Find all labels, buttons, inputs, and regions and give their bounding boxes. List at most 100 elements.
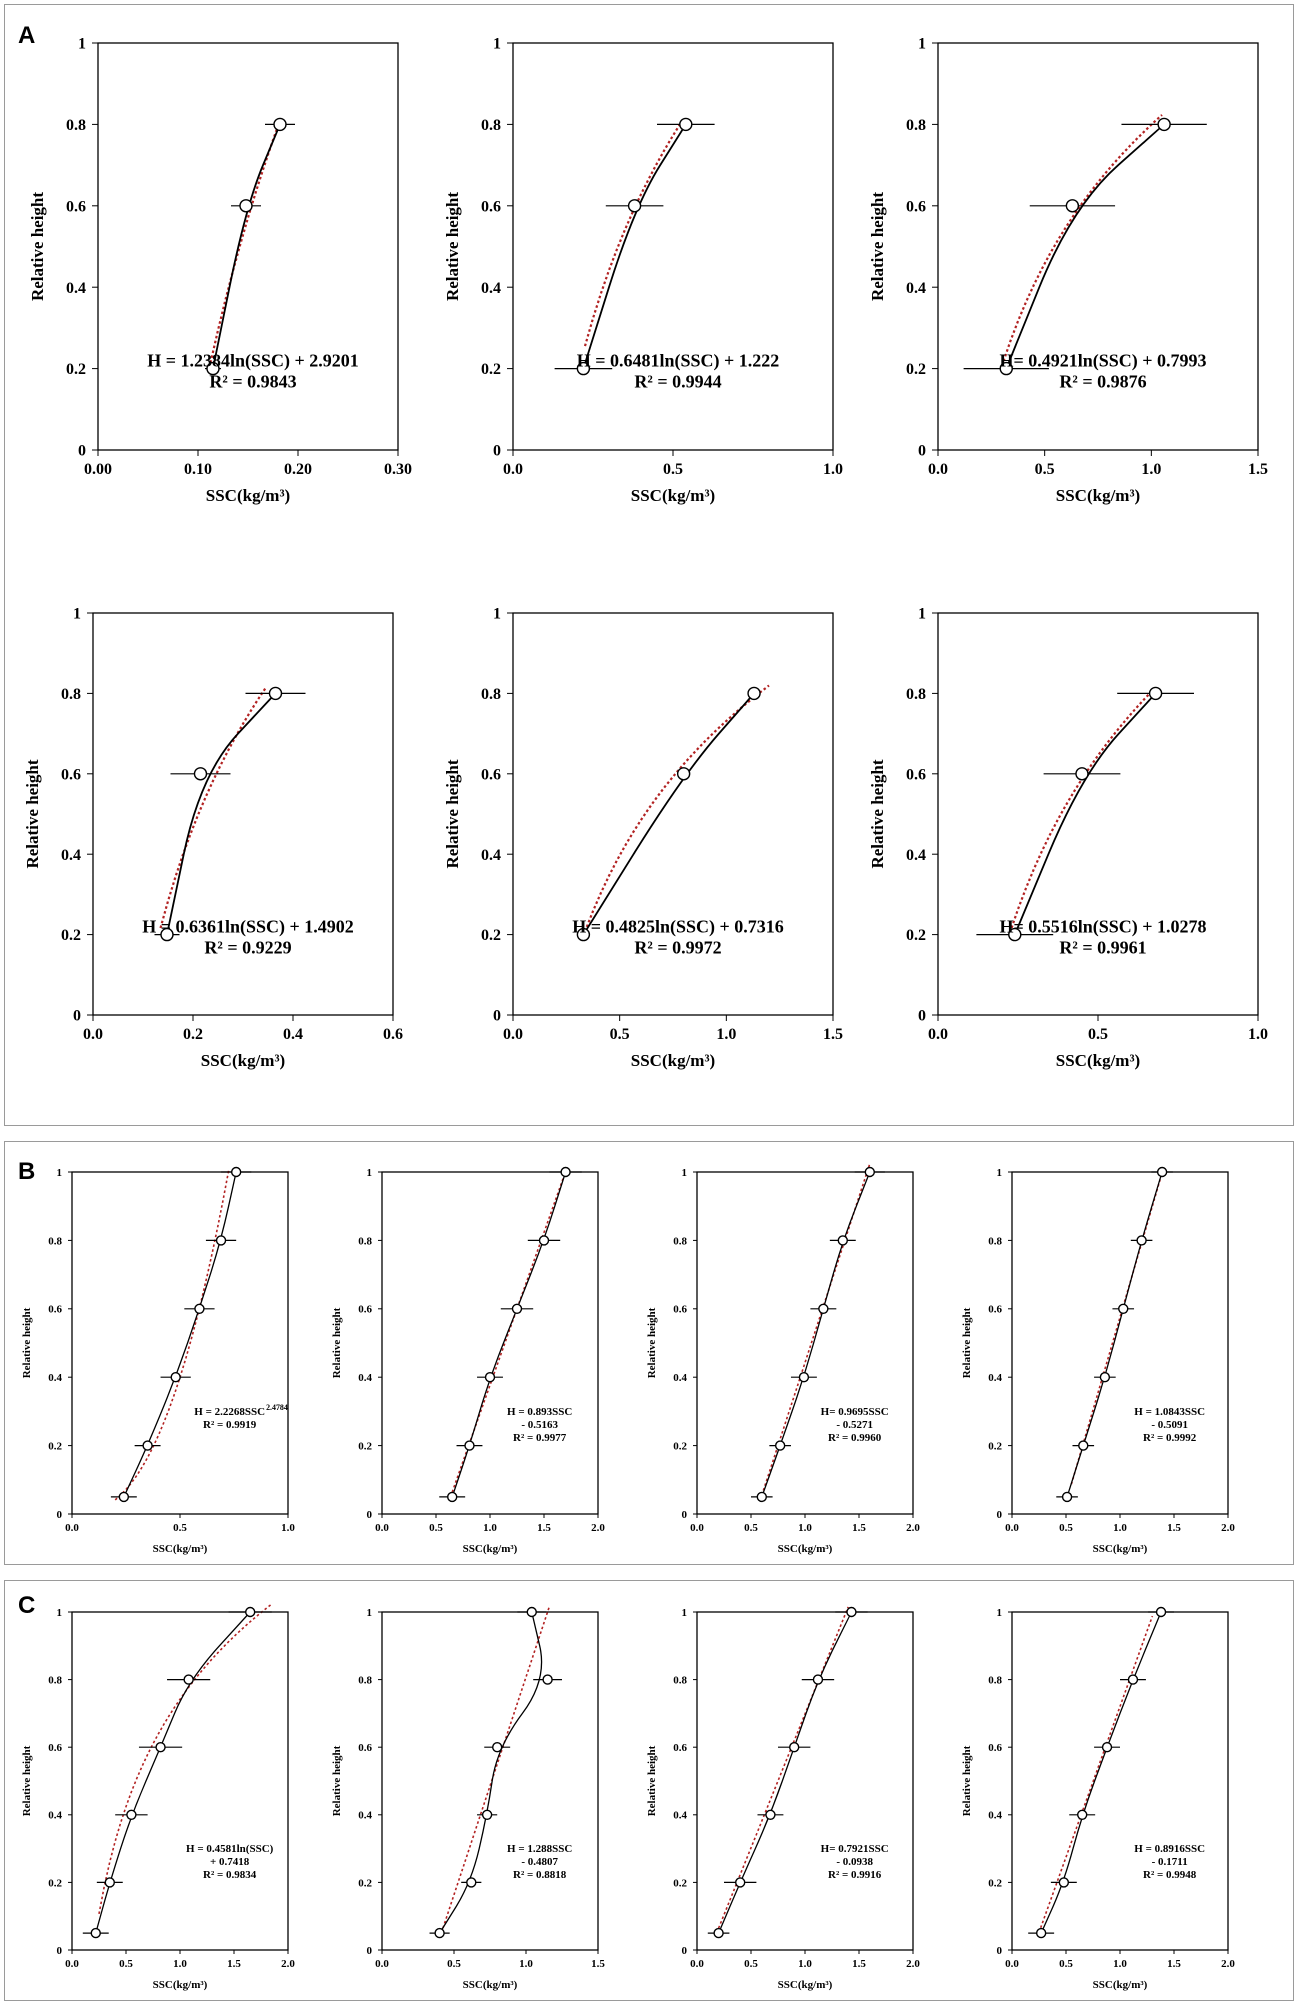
y-axis-label: Relative height — [961, 1745, 973, 1816]
y-tick-label: 0.8 — [906, 117, 926, 134]
chart-a3: 0.0 0.5 1.0 1.5 0 0.2 0.4 0.6 0.8 1 SSC(kg/m³) Rela… — [868, 36, 1268, 505]
y-tick-label: 0.6 — [48, 1304, 62, 1316]
r-squared-text: R² = 0.9834 — [203, 1869, 257, 1881]
r-squared-text: R² = 0.9948 — [1143, 1869, 1197, 1881]
chart-b4: 0.0 0.5 1.0 1.5 2.0 0 0.2 0.4 0.6 0.8 1 SSC(kg/m³) R… — [961, 1166, 1235, 1555]
data-point — [774, 1440, 786, 1451]
data-point — [1148, 686, 1163, 701]
x-axis-label: SSC(kg/m³) — [1056, 486, 1140, 505]
equation-exponent: 2.4784 — [266, 1403, 288, 1412]
data-point — [1035, 1927, 1047, 1939]
x-tick-label: 0.20 — [284, 461, 312, 478]
data-point — [481, 1809, 493, 1821]
x-tick-label: 0.0 — [503, 461, 523, 478]
data-point — [818, 1303, 829, 1315]
y-tick-label: 0.2 — [48, 1440, 62, 1452]
equation-text: H = 0.8916SSC — [1134, 1843, 1205, 1855]
data-point — [155, 1741, 166, 1753]
data-point — [1061, 1491, 1073, 1503]
profile-line — [1066, 1171, 1163, 1498]
x-tick-label: 0.5 — [610, 1026, 630, 1043]
data-point — [1078, 1440, 1089, 1451]
y-tick-label: 0.4 — [481, 280, 501, 297]
x-axis-label: SSC(kg/m³) — [1056, 1051, 1140, 1070]
data-point — [126, 1809, 137, 1821]
y-tick-label: 0 — [997, 1945, 1003, 1957]
x-tick-label: 1.0 — [1113, 1958, 1127, 1970]
data-point — [864, 1166, 876, 1178]
y-tick-label: 0.6 — [988, 1742, 1002, 1754]
x-tick-label: 1.5 — [852, 1522, 866, 1534]
y-tick-label: 0.2 — [66, 361, 86, 378]
data-point — [747, 686, 761, 701]
y-tick-label: 0.6 — [358, 1742, 372, 1754]
data-point — [538, 1235, 550, 1246]
y-tick-label: 0.4 — [481, 847, 501, 864]
data-point — [798, 1371, 810, 1383]
x-tick-label: 0.5 — [1035, 461, 1055, 478]
plot-area — [1011, 1611, 1229, 1951]
x-tick-label: 1.5 — [537, 1522, 551, 1534]
y-tick-label: 0.4 — [358, 1372, 372, 1384]
y-tick-label: 0.6 — [48, 1742, 62, 1754]
equation-text: H = 2.2268SSC — [194, 1406, 265, 1418]
y-tick-label: 0.6 — [66, 198, 86, 215]
plot-area — [512, 42, 834, 451]
chart-a6: 0.0 0.5 1.0 0 0.2 0.4 0.6 0.8 1 SSC(kg/m³) Relativ… — [868, 606, 1268, 1070]
y-tick-label: 0.2 — [61, 927, 81, 944]
equation-text: H = 1.0843SSC — [1134, 1406, 1205, 1418]
x-tick-label: 0.6 — [383, 1026, 403, 1043]
chart-c3: 0.0 0.5 1.0 1.5 2.0 0 0.2 0.4 0.6 0.8 1 SSC(kg/m³) R… — [646, 1606, 920, 1991]
chart-a5: 0.0 0.5 1.0 1.5 0 0.2 0.4 0.6 0.8 1 SSC(kg/m³) Rela… — [443, 606, 843, 1070]
equation-text: H = 0.6481ln(SSC) + 1.222 — [577, 350, 780, 371]
panel-b-label: B — [18, 1158, 36, 1185]
y-tick-label: 0 — [493, 1008, 501, 1025]
y-tick-label: 0.6 — [906, 198, 926, 215]
profile-line — [582, 123, 687, 369]
y-tick-label: 0.8 — [48, 1674, 62, 1686]
data-point — [160, 927, 174, 942]
x-tick-label: 2.0 — [1221, 1958, 1235, 1970]
x-tick-label: 0.5 — [744, 1958, 758, 1970]
x-tick-label: 0.5 — [663, 461, 683, 478]
plot-area — [71, 1171, 289, 1515]
x-tick-label: 1.0 — [716, 1026, 736, 1043]
x-tick-label: 0.00 — [84, 461, 112, 478]
plot-area — [71, 1611, 289, 1951]
y-tick-label: 1 — [367, 1167, 373, 1179]
y-tick-label: 0.2 — [673, 1877, 687, 1889]
y-tick-label: 1 — [997, 1167, 1003, 1179]
y-tick-label: 1 — [493, 606, 501, 623]
profile-line — [1013, 692, 1157, 935]
y-tick-label: 0.2 — [358, 1440, 372, 1452]
plot-area — [937, 42, 1259, 451]
data-point — [194, 1303, 205, 1315]
y-tick-label: 0.8 — [48, 1235, 62, 1247]
r-squared-text: R² = 0.9916 — [828, 1869, 882, 1881]
chart-b3: 0.0 0.5 1.0 1.5 2.0 0 0.2 0.4 0.6 0.8 1 SSC(kg/m³) R… — [646, 1163, 920, 1555]
equation-intercept: - 0.5091 — [1151, 1419, 1188, 1431]
x-tick-label: 2.0 — [906, 1522, 920, 1534]
y-tick-label: 0.4 — [358, 1810, 372, 1822]
y-axis-label: Relative height — [961, 1307, 973, 1378]
plot-area — [381, 1611, 599, 1951]
y-tick-label: 0.6 — [673, 1304, 687, 1316]
y-tick-label: 0.6 — [673, 1742, 687, 1754]
data-point — [215, 1235, 227, 1246]
chart-a2: 0.0 0.5 1.0 0 0.2 0.4 0.6 0.8 1 SSC(kg/m³) Relativ… — [443, 36, 843, 505]
r-squared-text: R² = 0.9229 — [204, 938, 291, 958]
data-point — [713, 1927, 724, 1939]
data-point — [268, 686, 283, 701]
x-axis-label: SSC(kg/m³) — [206, 486, 290, 505]
y-tick-label: 0.8 — [988, 1674, 1002, 1686]
y-tick-label: 0 — [367, 1945, 373, 1957]
y-tick-label: 0 — [78, 443, 86, 460]
y-tick-label: 0.4 — [66, 280, 86, 297]
data-point — [434, 1927, 445, 1939]
y-tick-label: 1 — [918, 36, 926, 53]
r-squared-text: R² = 0.9992 — [1143, 1432, 1197, 1444]
plot-area — [381, 1171, 599, 1515]
data-point — [142, 1440, 153, 1451]
profile-line — [1040, 1611, 1162, 1934]
equation-text: H = 0.4825ln(SSC) + 0.7316 — [572, 917, 784, 938]
